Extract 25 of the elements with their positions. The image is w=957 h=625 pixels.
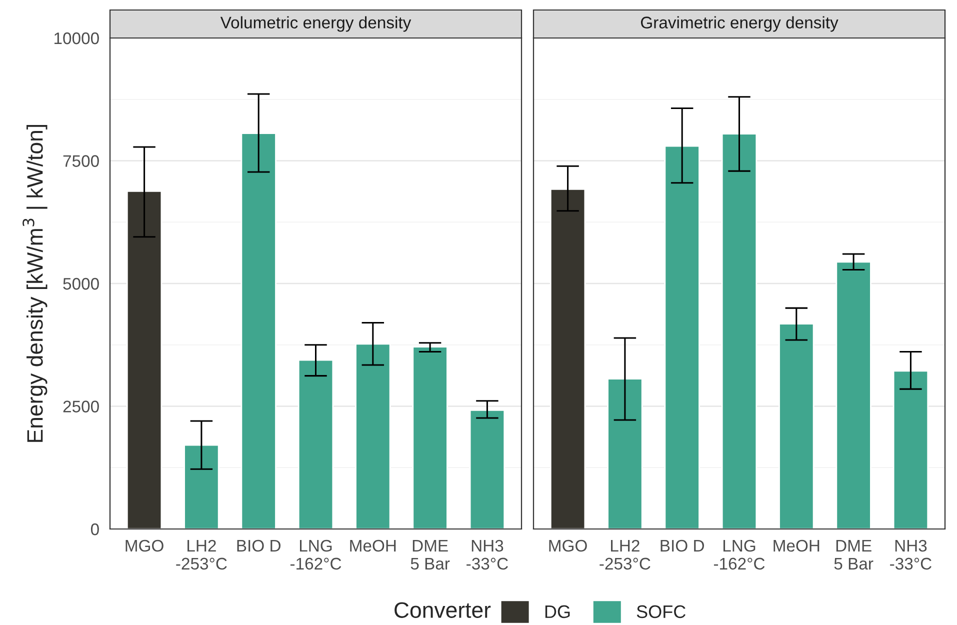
y-tick-label: 5000 (63, 278, 99, 290)
legend-label: DG (545, 605, 570, 618)
x-tick-label: LNG -162°C (290, 540, 342, 570)
legend-title: Converter (394, 602, 491, 618)
y-tick-label: 10000 (54, 32, 99, 44)
x-tick-label: DME 5 Bar (410, 540, 450, 570)
y-tick-label: 7500 (63, 155, 99, 167)
x-tick-label: DME 5 Bar (834, 540, 874, 570)
y-axis-title: Energy density [kW/m$^{3}$ | kW/ton] (22, 125, 48, 442)
x-tick-label: MeOH (774, 540, 820, 552)
chart-title: Volumetric energy density (220, 16, 412, 32)
chart-title: Gravimetric energy density (640, 16, 838, 32)
x-tick-label: BIO D (237, 540, 280, 552)
x-tick-label: LH2 -253°C (176, 540, 227, 570)
y-tick-label: 0 (90, 523, 99, 536)
x-tick-label: NH3 -33°C (890, 540, 932, 570)
y-tick-label: 2500 (63, 400, 99, 412)
x-tick-label: LH2 -253°C (600, 540, 650, 570)
x-tick-label: LNG -162°C (714, 540, 765, 570)
legend-label: SOFC (636, 605, 686, 618)
x-tick-label: NH3 -33°C (466, 540, 508, 570)
x-tick-label: MGO (549, 540, 587, 552)
x-tick-label: MGO (126, 540, 164, 552)
x-tick-label: MeOH (350, 540, 396, 552)
x-tick-label: BIO D (660, 540, 704, 552)
